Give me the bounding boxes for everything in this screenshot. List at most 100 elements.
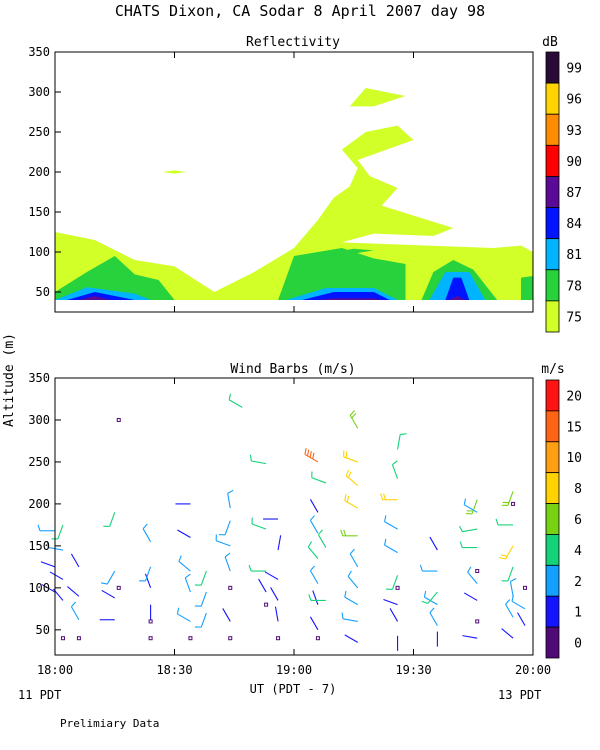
wind-colorbar-label: 2	[574, 575, 582, 590]
wind-barb	[40, 561, 56, 568]
wind-barb	[277, 535, 282, 551]
reflectivity-x-ticks	[54, 52, 534, 312]
wind-colorbar-label: 1	[574, 606, 582, 621]
wind-colorbar-swatch	[545, 626, 560, 659]
wind-barb	[218, 520, 231, 536]
wind-frame	[54, 377, 534, 656]
wind-barb	[423, 590, 438, 606]
wind-barb	[307, 541, 319, 559]
reflectivity-colorbar-label: 75	[566, 310, 582, 325]
wind-barb	[523, 585, 528, 590]
wind-barb	[517, 612, 526, 626]
wind-colorbar-label: 4	[574, 544, 582, 559]
wind-barb	[344, 634, 359, 643]
wind-barb	[70, 601, 80, 621]
contour-75-region-0	[55, 125, 533, 300]
wind-barb	[475, 569, 480, 574]
wind-barb	[249, 454, 267, 465]
wind-barb	[384, 538, 398, 554]
wind-barb	[389, 608, 399, 622]
y-tick-label: 250	[28, 455, 50, 469]
reflectivity-colorbar-label: 81	[566, 248, 582, 263]
y-tick-label: 300	[28, 85, 50, 99]
wind-colorbar-swatch	[545, 595, 560, 628]
y-tick-label: 350	[28, 371, 50, 385]
wind-barb	[248, 564, 267, 572]
wind-colorbar-swatch	[545, 379, 560, 412]
contour-87-region-0	[78, 296, 111, 300]
wind-barb	[139, 566, 152, 582]
wind-barb	[465, 499, 478, 515]
x-right-local-time: 13 PDT	[498, 688, 541, 702]
contour-87-region-1	[317, 298, 382, 300]
wind-barb	[116, 585, 121, 590]
x-tick-label: 20:00	[515, 663, 551, 677]
reflectivity-colorbar-swatch	[545, 238, 560, 271]
wind-barb	[308, 594, 326, 601]
wind-barb	[274, 606, 279, 622]
reflectivity-colorbar-swatch	[545, 176, 560, 208]
wind-barb	[463, 592, 478, 601]
contour-75-region-2	[162, 170, 187, 174]
y-tick-label: 100	[28, 581, 50, 595]
wind-barb	[194, 612, 207, 628]
reflectivity-colorbar: dB 99 96 93 90 87 84 81 78 75	[542, 35, 582, 333]
x-left-local-time: 11 PDT	[18, 688, 61, 702]
wind-barb	[276, 636, 281, 641]
contour-87-region-2	[449, 296, 466, 300]
wind-barb	[309, 565, 319, 584]
wind-barb	[397, 433, 407, 450]
wind-barb	[391, 460, 399, 479]
contour-75-region-1	[349, 88, 406, 107]
y-axis-label: Altitude (m)	[2, 333, 17, 427]
wind-barb	[178, 555, 191, 572]
wind-colorbar-label: 6	[574, 513, 582, 528]
wind-colorbar-unit: m/s	[541, 362, 564, 377]
contour-78-region-1	[278, 248, 406, 300]
chart-title: CHATS Dixon, CA Sodar 8 April 2007 day 9…	[115, 2, 485, 20]
wind-barb	[458, 525, 478, 533]
y-tick-label: 150	[28, 205, 50, 219]
reflectivity-colorbar-label: 87	[566, 186, 582, 201]
contour-78-region-4	[333, 248, 374, 254]
wind-barb	[499, 545, 514, 560]
wind-barb	[49, 571, 64, 580]
wind-barb	[222, 608, 231, 622]
reflectivity-colorbar-label: 93	[566, 124, 582, 139]
reflectivity-colorbar-label: 84	[566, 217, 582, 232]
wind-barb	[311, 471, 327, 484]
wind-barb	[501, 491, 514, 506]
wind-barb	[194, 570, 207, 586]
reflectivity-title: Reflectivity	[246, 35, 340, 50]
wind-barb	[37, 524, 55, 532]
reflectivity-colorbar-label: 99	[566, 62, 582, 77]
wind-barb	[309, 515, 319, 534]
wind-barb	[475, 619, 480, 624]
y-tick-label: 100	[28, 245, 50, 259]
wind-barb	[312, 590, 319, 605]
reflectivity-panel: Reflectivity 50 100 150 200 250 300 350	[28, 35, 534, 313]
wind-barb	[501, 566, 514, 582]
wind-barb	[194, 591, 207, 607]
wind-barb	[467, 566, 478, 585]
x-tick-label: 19:30	[395, 663, 431, 677]
reflectivity-colorbar-unit: dB	[542, 35, 558, 50]
wind-colorbar-swatch	[545, 534, 560, 566]
wind-colorbar-swatch	[545, 410, 560, 443]
x-tick-label: 19:00	[276, 663, 312, 677]
wind-barb	[67, 586, 80, 597]
wind-barbs	[37, 393, 528, 651]
contour-84-region-1	[302, 292, 390, 300]
wind-barb	[344, 590, 359, 606]
y-tick-label: 150	[28, 539, 50, 553]
wind-barb	[70, 553, 80, 568]
y-tick-label: 300	[28, 413, 50, 427]
wind-barb	[505, 599, 514, 618]
wind-barb	[511, 595, 526, 610]
wind-barb	[116, 417, 121, 422]
wind-title: Wind Barbs (m/s)	[230, 362, 355, 377]
wind-barb	[148, 619, 153, 624]
wind-barb	[228, 393, 243, 408]
wind-barb	[384, 515, 398, 530]
